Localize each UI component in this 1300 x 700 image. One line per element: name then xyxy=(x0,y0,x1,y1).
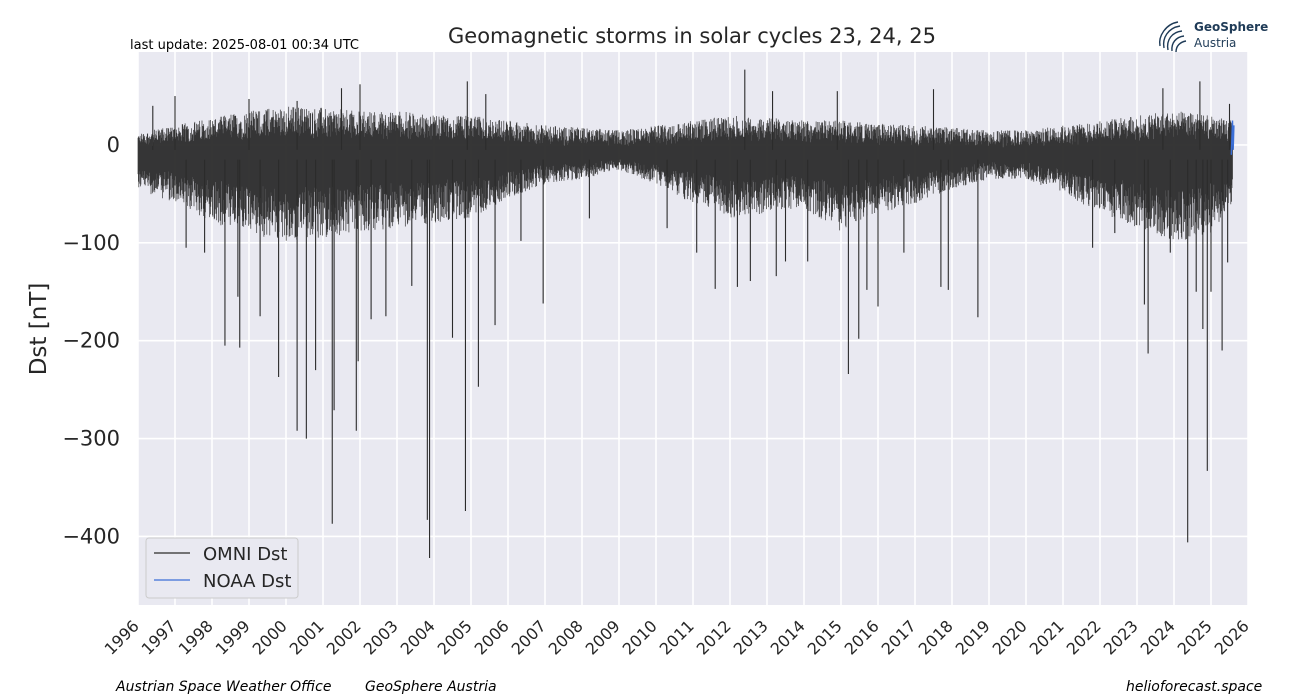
x-tick-label: 2013 xyxy=(730,616,772,658)
y-tick-label: 0 xyxy=(107,133,120,157)
logo-name-line2: Austria xyxy=(1194,36,1237,50)
x-tick-label: 2016 xyxy=(841,616,883,658)
x-tick-label: 1996 xyxy=(101,616,143,658)
x-tick-label: 1997 xyxy=(138,616,180,658)
y-axis-label: Dst [nT] xyxy=(26,283,52,376)
geosphere-swirl-icon xyxy=(1159,21,1187,53)
x-tick-label: 1998 xyxy=(175,616,217,658)
y-tick-label: −400 xyxy=(62,524,120,548)
x-tick-label: 2017 xyxy=(878,616,920,658)
x-tick-label: 2025 xyxy=(1174,616,1216,658)
x-tick-label: 2019 xyxy=(952,616,994,658)
data-series xyxy=(137,69,1235,559)
x-tick-label: 2002 xyxy=(323,616,365,658)
x-tick-label: 2011 xyxy=(656,616,698,658)
x-tick-label: 2009 xyxy=(582,616,624,658)
x-tick-label: 2003 xyxy=(360,616,402,658)
y-tick-label: −300 xyxy=(62,427,120,451)
legend-omni-label: OMNI Dst xyxy=(203,544,288,565)
legend-noaa-label: NOAA Dst xyxy=(203,571,291,592)
y-tick-label: −100 xyxy=(62,231,120,255)
geosphere-logo: GeoSphere Austria xyxy=(1156,18,1269,54)
logo-name-line1: GeoSphere xyxy=(1194,20,1269,34)
x-tick-label: 2021 xyxy=(1026,616,1068,658)
chart-title: Geomagnetic storms in solar cycles 23, 2… xyxy=(448,24,936,48)
legend: OMNI Dst NOAA Dst xyxy=(145,537,299,599)
last-update-text: last update: 2025-08-01 00:34 UTC xyxy=(130,38,359,53)
x-tick-label: 2014 xyxy=(767,616,809,658)
y-tick-labels: 0 −100 −200 −300 −400 xyxy=(62,133,120,549)
x-tick-label: 2024 xyxy=(1137,616,1179,658)
y-tick-label: −200 xyxy=(62,329,120,353)
noaa-dst-line xyxy=(1230,120,1235,155)
x-tick-labels: 1996199719981999200020012002200320042005… xyxy=(101,616,1253,658)
x-tick-label: 2007 xyxy=(508,616,550,658)
x-tick-label: 2020 xyxy=(989,616,1031,658)
x-tick-label: 2018 xyxy=(915,616,957,658)
footer-org-2: GeoSphere Austria xyxy=(365,679,497,695)
x-tick-label: 2004 xyxy=(397,616,439,658)
x-tick-label: 2008 xyxy=(545,616,587,658)
x-tick-label: 2026 xyxy=(1211,616,1253,658)
x-tick-label: 2000 xyxy=(249,616,291,658)
x-tick-label: 2023 xyxy=(1100,616,1142,658)
x-tick-label: 2012 xyxy=(693,616,735,658)
footer-org-1: Austrian Space Weather Office xyxy=(116,679,332,695)
footer-website: helioforecast.space xyxy=(1126,679,1263,695)
x-tick-label: 2015 xyxy=(804,616,846,658)
x-tick-label: 2005 xyxy=(434,616,476,658)
x-tick-label: 2010 xyxy=(619,616,661,658)
x-tick-label: 2006 xyxy=(471,616,513,658)
x-tick-label: 1999 xyxy=(212,616,254,658)
x-tick-label: 2022 xyxy=(1063,616,1105,658)
x-tick-label: 2001 xyxy=(286,616,328,658)
